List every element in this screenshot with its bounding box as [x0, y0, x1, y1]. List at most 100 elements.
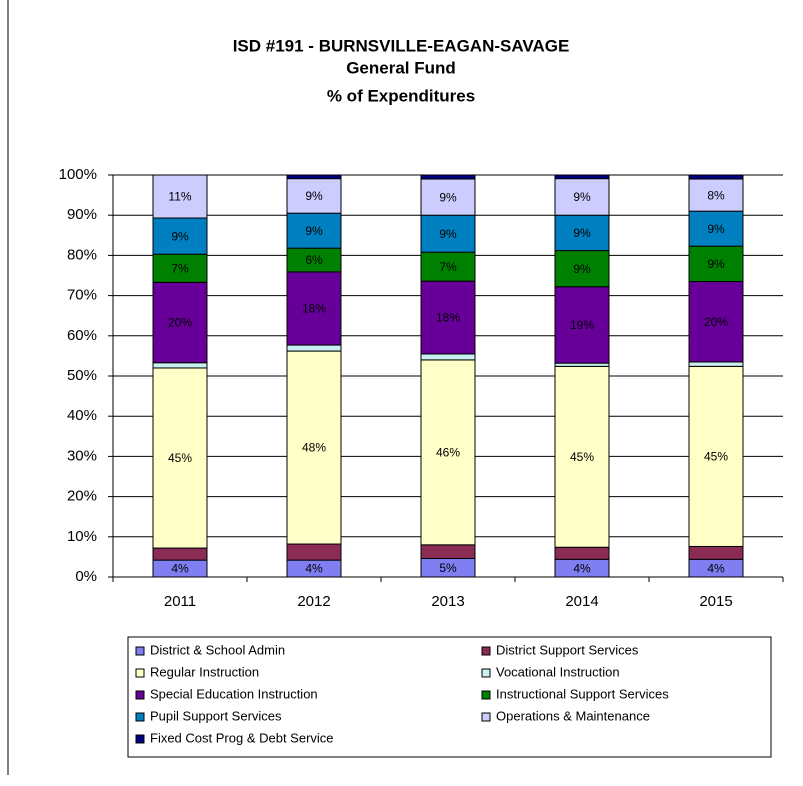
chart-title: ISD #191 - BURNSVILLE-EAGAN-SAVAGE: [233, 36, 570, 55]
legend-swatch: [135, 668, 145, 678]
bar-segment: [554, 250, 610, 288]
value-label: 9%: [573, 226, 591, 240]
bar-segment: [152, 547, 208, 561]
legend-label: Operations & Maintenance: [496, 708, 650, 723]
bar-segment: [420, 359, 476, 546]
bar-segment: [286, 271, 342, 346]
value-label: 48%: [302, 441, 326, 455]
chart-title: General Fund: [346, 58, 456, 77]
bar-segment: [152, 362, 208, 369]
legend-label: Special Education Instruction: [150, 686, 318, 701]
y-tick-label: 90%: [67, 206, 97, 223]
bar-segment: [152, 217, 208, 255]
bar-segment: [420, 214, 476, 253]
bar-segment: [688, 174, 744, 180]
bar-segment: [286, 178, 342, 214]
legend-label: District & School Admin: [150, 642, 285, 657]
legend-swatch: [135, 690, 145, 700]
value-label: 7%: [439, 260, 457, 274]
value-label: 45%: [704, 450, 728, 464]
value-label: 9%: [573, 190, 591, 204]
legend-swatch: [135, 646, 145, 656]
value-label: 6%: [305, 253, 323, 267]
y-tick-label: 0%: [75, 568, 97, 585]
x-tick-label: 2014: [565, 593, 598, 610]
bar-segment: [152, 174, 208, 219]
y-tick-label: 100%: [59, 166, 97, 183]
bar-segment: [420, 178, 476, 216]
value-label: 9%: [707, 257, 725, 271]
legend-box: [127, 636, 772, 758]
bar-segment: [420, 544, 476, 560]
y-tick-label: 40%: [67, 407, 97, 424]
bar-segment: [688, 545, 744, 560]
y-tick-label: 30%: [67, 447, 97, 464]
value-label: 9%: [171, 229, 189, 243]
value-label: 9%: [439, 227, 457, 241]
value-label: 46%: [436, 446, 460, 460]
bar-segment: [554, 546, 610, 560]
legend-swatch: [481, 646, 491, 656]
value-label: 20%: [704, 315, 728, 329]
value-label: 9%: [573, 262, 591, 276]
legend-label: Pupil Support Services: [150, 708, 282, 723]
legend-swatch: [481, 712, 491, 722]
y-tick-label: 50%: [67, 367, 97, 384]
value-label: 4%: [171, 562, 189, 576]
value-label: 7%: [171, 261, 189, 275]
x-tick-label: 2015: [699, 593, 732, 610]
value-label: 8%: [707, 188, 725, 202]
value-label: 19%: [570, 318, 594, 332]
bar-segment: [286, 350, 342, 545]
y-tick-label: 60%: [67, 327, 97, 344]
value-label: 20%: [168, 316, 192, 330]
value-label: 9%: [305, 224, 323, 238]
x-tick-label: 2011: [164, 593, 196, 610]
value-label: 11%: [168, 190, 191, 204]
value-label: 9%: [305, 189, 323, 203]
value-label: 4%: [707, 561, 725, 575]
value-label: 45%: [570, 450, 594, 464]
bar-segment: [688, 210, 744, 247]
bar-segment: [152, 367, 208, 549]
value-label: 9%: [707, 222, 725, 236]
bar-segment: [688, 365, 744, 547]
bar-segment: [286, 344, 342, 352]
value-label: 4%: [573, 561, 591, 575]
bar-segment: [688, 361, 744, 367]
value-label: 4%: [305, 562, 323, 576]
value-label: 5%: [439, 561, 457, 575]
bar-segment: [286, 174, 342, 180]
value-label: 9%: [439, 190, 457, 204]
bar-segment: [152, 281, 208, 364]
value-label: 18%: [302, 302, 326, 316]
legend-swatch: [135, 712, 145, 722]
bar-segment: [554, 174, 610, 180]
bar-segment: [554, 214, 610, 252]
legend-label: Fixed Cost Prog & Debt Service: [150, 730, 334, 745]
bar-segment: [286, 212, 342, 249]
bar-segment: [554, 365, 610, 548]
legend-swatch: [135, 734, 145, 744]
bar-segment: [554, 178, 610, 216]
value-label: 45%: [168, 451, 192, 465]
y-tick-label: 20%: [67, 488, 97, 505]
bar-segment: [420, 353, 476, 361]
bar-segment: [420, 280, 476, 355]
chart-title: % of Expenditures: [327, 86, 475, 105]
legend-label: District Support Services: [496, 642, 639, 657]
legend-label: Regular Instruction: [150, 664, 259, 679]
y-tick-label: 10%: [67, 528, 97, 545]
legend-swatch: [481, 668, 491, 678]
legend-label: Instructional Support Services: [496, 686, 669, 701]
bar-segment: [420, 174, 476, 180]
x-tick-label: 2012: [297, 593, 330, 610]
value-label: 18%: [436, 311, 460, 325]
y-tick-label: 80%: [67, 246, 97, 263]
x-tick-label: 2013: [431, 593, 464, 610]
bar-segment: [554, 286, 610, 364]
legend-label: Vocational Instruction: [496, 664, 620, 679]
bar-segment: [286, 543, 342, 561]
legend-swatch: [481, 690, 491, 700]
